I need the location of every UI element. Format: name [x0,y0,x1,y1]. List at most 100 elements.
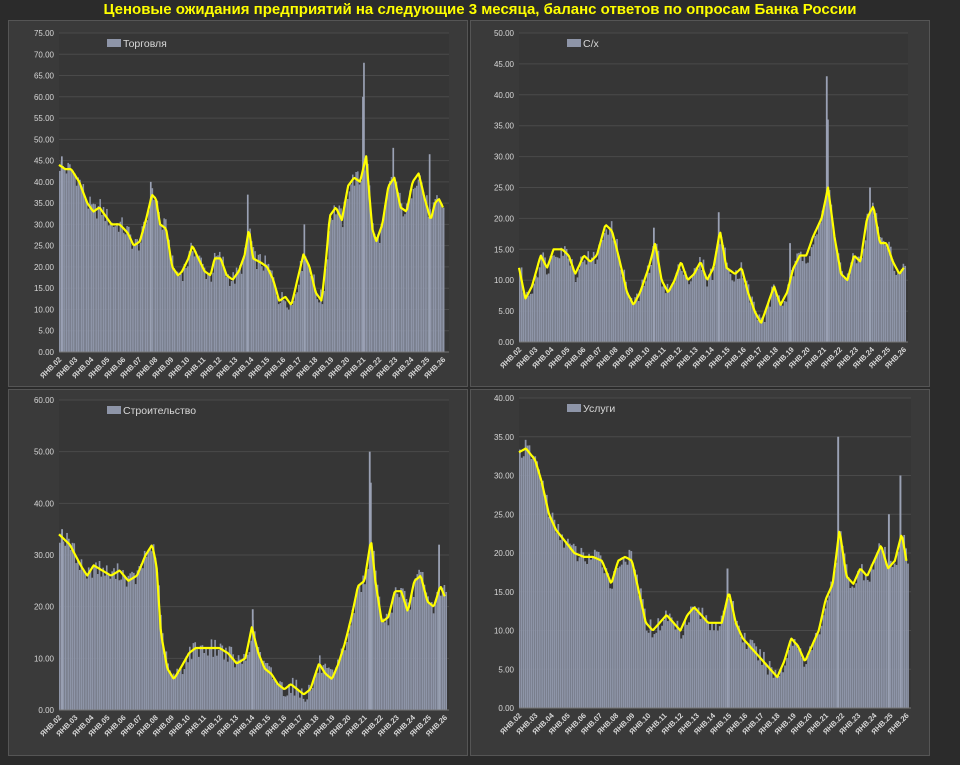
bar [567,538,569,708]
bar [592,251,595,342]
bar [188,251,191,352]
bar [352,174,354,352]
bar [573,268,575,342]
bar [676,620,679,708]
trend-line [58,533,446,696]
bar [897,551,900,708]
bar [395,181,398,352]
bar [290,692,292,710]
bar [250,241,253,352]
bar [336,208,339,352]
bar [760,317,762,342]
bar [194,642,197,710]
bar [349,625,352,710]
bar [269,269,272,352]
bar [128,226,130,352]
bar [158,211,160,352]
bar [421,572,424,710]
chart-svg-agriculture: 0.00 5.00 10.00 15.00 20.00 25.00 30.00 35.00 40… [494,29,908,370]
bar [179,668,182,710]
bar [520,267,523,342]
bar [576,277,579,342]
bar [701,607,704,708]
bar [414,578,417,710]
bar [297,689,299,710]
bar [237,655,240,710]
bar [67,162,69,352]
bar [223,659,225,710]
bar [402,216,405,352]
bar [364,584,366,710]
bar [87,208,90,352]
bar [124,575,126,710]
bar [429,603,431,710]
bar [154,557,157,710]
bar [173,268,176,352]
bar [371,551,373,710]
bar [862,580,865,708]
bar [147,551,150,710]
bar [638,595,640,708]
bar [178,276,181,352]
bar [733,281,735,342]
bar [86,578,88,710]
bar [769,306,771,342]
bar [124,234,127,352]
bar [129,234,132,352]
bar [764,662,767,708]
bar [257,254,260,352]
bar [200,257,202,352]
bar [592,556,594,708]
bar [791,645,794,708]
bar [116,563,119,710]
bar [131,248,133,352]
bar [822,615,825,708]
bar [175,273,177,352]
bar [234,283,236,352]
bar [774,669,777,708]
bar [607,234,609,342]
bar [405,598,408,710]
bar [841,545,844,708]
bar [340,648,343,710]
bar [389,611,392,710]
bar [402,588,404,710]
bar [181,281,184,352]
bar [691,606,694,708]
bar [812,244,815,342]
bar [198,656,200,710]
bar [62,165,64,352]
bar [742,278,744,342]
bar [424,199,426,352]
bar [80,559,83,710]
bar [545,494,548,708]
y-tick-label: 10.00 [494,627,515,636]
bar [232,272,234,352]
bar [738,278,741,342]
bar-spike [61,156,63,352]
bar [384,205,386,352]
bar [276,296,278,352]
bar [326,259,329,352]
y-tick-label: 0.00 [38,348,54,357]
bar [736,620,738,708]
bar [699,619,702,708]
bar [878,543,881,708]
bar [664,293,667,342]
bar [375,236,378,352]
bar [808,256,811,342]
bar [803,666,806,708]
bar [250,640,253,710]
bar [582,552,585,708]
bar [300,688,303,710]
bar [875,213,878,342]
bar [902,263,905,342]
bar [225,277,228,352]
bar [373,550,375,710]
bar [643,608,646,708]
bar [131,571,133,710]
bar [756,319,759,342]
bar [889,560,892,708]
bar [848,275,851,342]
bar [237,270,240,352]
